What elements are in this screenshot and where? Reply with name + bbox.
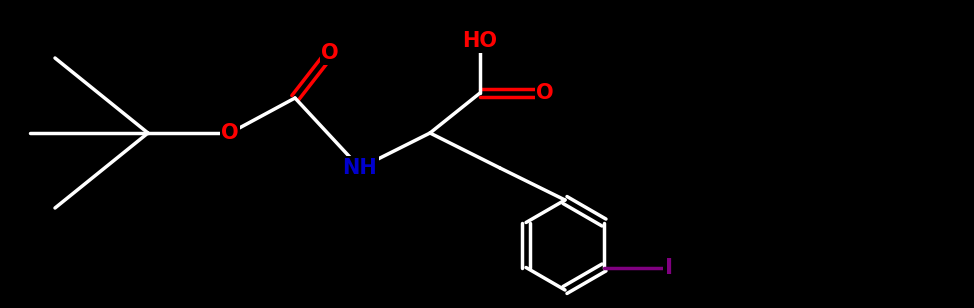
Text: NH: NH xyxy=(343,158,377,178)
Text: O: O xyxy=(221,123,239,143)
Text: O: O xyxy=(537,83,554,103)
Text: HO: HO xyxy=(463,31,498,51)
Text: I: I xyxy=(665,257,673,278)
Text: O: O xyxy=(321,43,339,63)
